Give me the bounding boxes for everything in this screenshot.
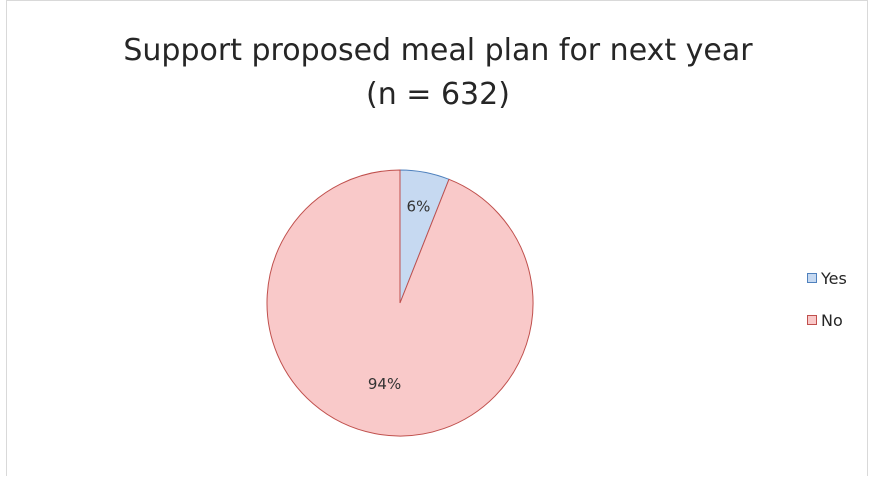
chart-title-line-1: Support proposed meal plan for next year xyxy=(123,33,753,68)
chart-title: Support proposed meal plan for next year… xyxy=(7,29,869,117)
pie-slice-no xyxy=(266,169,534,437)
legend-item-yes: Yes xyxy=(807,267,847,289)
pie-chart: 6% 94% xyxy=(266,169,534,437)
legend-label-yes: Yes xyxy=(821,268,847,288)
chart-area: Support proposed meal plan for next year… xyxy=(6,0,868,476)
chart-title-line-2: (n = 632) xyxy=(366,77,510,112)
legend-label-no: No xyxy=(821,310,843,330)
data-label-yes: 6% xyxy=(407,197,431,215)
legend-item-no: No xyxy=(807,309,847,331)
data-label-no: 94% xyxy=(368,375,401,393)
legend-swatch-no xyxy=(807,315,817,325)
legend: Yes No xyxy=(807,267,847,351)
legend-swatch-yes xyxy=(807,273,817,283)
